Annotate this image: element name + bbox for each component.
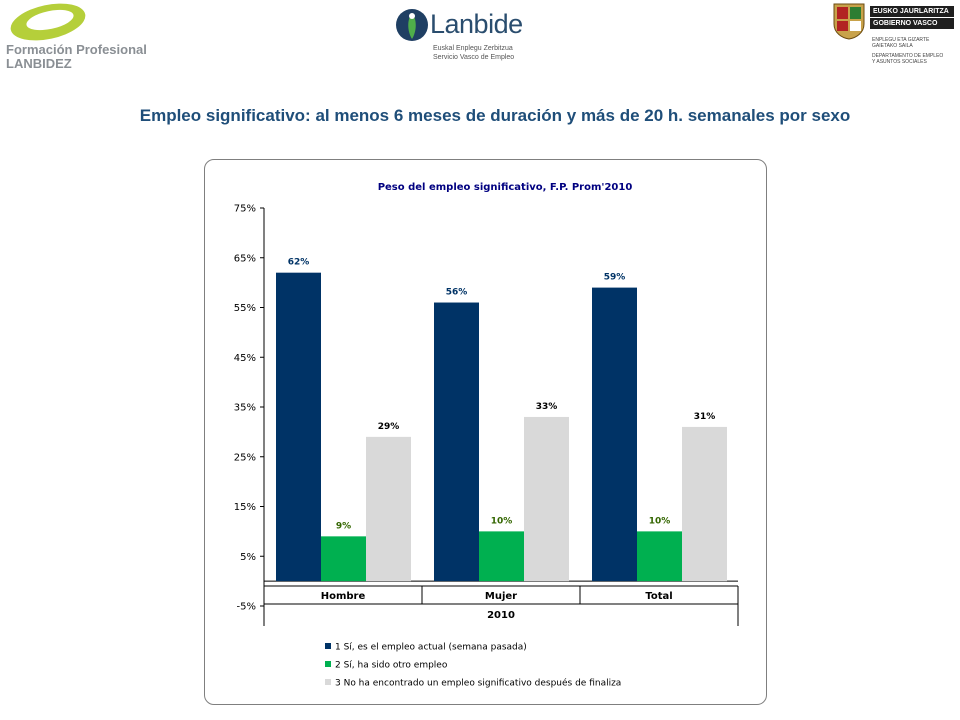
gov-logo-small1: ENPLEGU ETA GIZARTE <box>872 37 930 43</box>
y-tick-label: 45% <box>234 353 256 364</box>
y-tick-label: 55% <box>234 303 256 314</box>
fp-logo-line1: Formación Profesional <box>6 42 147 57</box>
y-tick-label: 25% <box>234 452 256 463</box>
bar-total-series3 <box>682 426 727 582</box>
x-tick-label: Mujer <box>485 591 517 602</box>
y-tick-label: 5% <box>240 552 256 563</box>
lanbide-emblem-icon <box>396 9 428 41</box>
data-label: 59% <box>604 273 626 283</box>
y-tick-label: 15% <box>234 502 256 513</box>
x-tick-label: Hombre <box>321 591 366 602</box>
gov-logo-small4: Y ASUNTOS SOCIALES <box>872 59 927 65</box>
lanbide-logo-sub1: Euskal Enplegu Zerbitzua <box>433 45 513 52</box>
page-title: Empleo significativo: al menos 6 meses d… <box>139 106 851 125</box>
data-label: 33% <box>536 402 558 412</box>
data-label: 10% <box>649 516 671 526</box>
fp-logo-emblem-icon <box>10 3 86 41</box>
formacion-profesional-logo: Formación Profesional LANBIDEZ <box>4 2 179 72</box>
lanbide-logo-name: Lanbide <box>430 9 523 39</box>
lanbide-logo-sub2: Servicio Vasco de Empleo <box>433 54 515 61</box>
legend-label: 2 Sí, ha sido otro empleo <box>335 661 448 671</box>
gov-logo-line1: EUSKO JAURLARITZA <box>870 6 954 17</box>
gobierno-vasco-logo: EUSKO JAURLARITZA GOBIERNO VASCO ENPLEGU… <box>830 2 958 74</box>
x-group-label: 2010 <box>487 610 515 621</box>
fp-logo-line2: LANBIDEZ <box>6 56 72 71</box>
data-label: 9% <box>336 521 351 531</box>
data-label: 31% <box>694 412 716 422</box>
bar-mujer-series3 <box>524 416 569 582</box>
gov-logo-small2: GAIETAKO SAILA <box>872 43 913 49</box>
y-tick-label: 75% <box>234 204 256 215</box>
bar-total-series1 <box>592 287 637 582</box>
gov-logo-line2: GOBIERNO VASCO <box>870 18 954 29</box>
data-label: 29% <box>378 422 400 432</box>
legend-label: 1 Sí, es el empleo actual (semana pasada… <box>335 643 527 653</box>
gov-logo-small3: DEPARTAMENTO DE EMPLEO <box>872 53 944 59</box>
legend-swatch <box>325 661 331 667</box>
lanbide-logo: Lanbide Euskal Enplegu Zerbitzua Servici… <box>395 5 545 65</box>
y-tick-label: -5% <box>237 602 256 613</box>
chart-title: Peso del empleo significativo, F.P. Prom… <box>378 182 633 193</box>
y-tick-label: 35% <box>234 403 256 414</box>
bar-hombre-series3 <box>366 436 411 582</box>
x-tick-label: Total <box>645 591 672 602</box>
coat-of-arms-icon <box>833 3 865 40</box>
bar-hombre-series1 <box>276 272 321 582</box>
y-tick-label: 65% <box>234 253 256 264</box>
data-label: 10% <box>491 516 513 526</box>
bar-mujer-series1 <box>434 302 479 582</box>
bar-chart: Peso del empleo significativo, F.P. Prom… <box>234 182 739 689</box>
data-label: 62% <box>288 258 310 268</box>
bar-mujer-series2 <box>479 531 524 582</box>
legend-label: 3 No ha encontrado un empleo significati… <box>335 678 621 689</box>
data-label: 56% <box>446 288 468 298</box>
legend-swatch <box>325 643 331 649</box>
chart-panel: Peso del empleo significativo, F.P. Prom… <box>204 159 767 705</box>
bar-hombre-series2 <box>321 536 366 582</box>
bar-total-series2 <box>637 531 682 582</box>
legend-swatch <box>325 679 331 685</box>
